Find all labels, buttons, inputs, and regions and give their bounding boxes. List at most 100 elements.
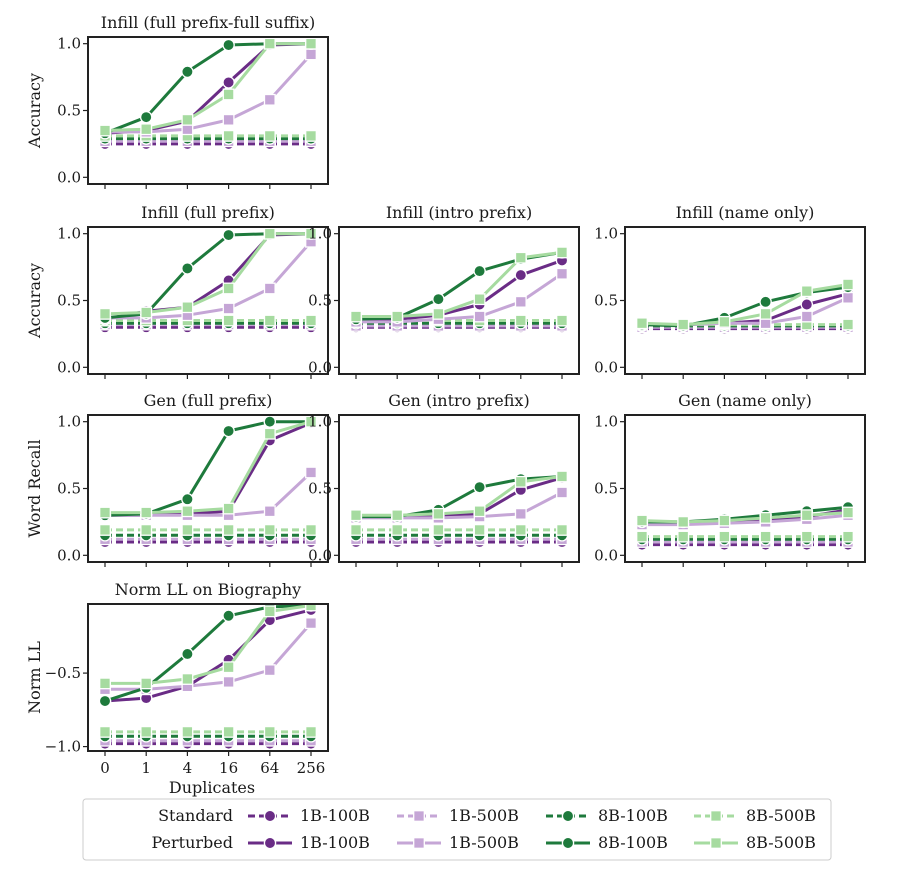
point-perturbed-1b-500b bbox=[514, 295, 527, 308]
panel-title: Gen (intro prefix) bbox=[388, 391, 529, 410]
panel-norm-ll-on-biography: Norm LL on Biography −0.5 −1.0 0 1 4 16 64 256 No… bbox=[25, 580, 329, 777]
point-perturbed-8b-500b bbox=[636, 514, 648, 527]
point-standard-8b-500b bbox=[181, 523, 194, 536]
point-standard-8b-500b bbox=[305, 129, 317, 142]
plot-frame bbox=[87, 603, 329, 752]
series-line-perturbed-8b-500b bbox=[641, 283, 849, 327]
legend-series-label: 1B-100B bbox=[300, 806, 370, 825]
y-tick-label: 0.0 bbox=[308, 358, 332, 376]
legend-series-label: 8B-100B bbox=[598, 806, 668, 825]
point-standard-8b-500b bbox=[305, 523, 317, 536]
point-perturbed-8b-500b bbox=[140, 677, 153, 690]
point-perturbed-8b-500b bbox=[718, 514, 731, 527]
legend-series-label: 8B-500B bbox=[746, 806, 816, 825]
x-tick-label: 4 bbox=[183, 759, 193, 777]
panels: Infill (full prefix-full suffix) 0.0 0.5 1.… bbox=[25, 13, 866, 777]
point-standard-8b-500b bbox=[556, 523, 568, 536]
panel-infill-name-only: Infill (name only) 0.0 0.5 1.0 bbox=[594, 203, 866, 379]
legend-series-label: 1B-500B bbox=[449, 833, 519, 852]
plot-area bbox=[98, 37, 318, 151]
point-perturbed-8b-500b bbox=[263, 427, 276, 440]
panel-title: Infill (name only) bbox=[676, 203, 815, 222]
y-tick-label: 0.0 bbox=[57, 168, 81, 186]
point-perturbed-8b-500b bbox=[842, 278, 854, 291]
point-perturbed-8b-500b bbox=[222, 88, 235, 101]
plot-area bbox=[349, 246, 569, 334]
series-line-perturbed-1b-100b bbox=[104, 608, 312, 703]
point-standard-8b-500b bbox=[514, 314, 527, 327]
point-perturbed-8b-100b bbox=[222, 609, 235, 623]
point-standard-8b-500b bbox=[222, 725, 235, 738]
point-perturbed-8b-500b bbox=[181, 113, 194, 126]
point-perturbed-8b-500b bbox=[800, 285, 813, 298]
point-standard-8b-500b bbox=[99, 725, 111, 738]
point-perturbed-8b-100b bbox=[432, 292, 445, 306]
point-perturbed-8b-100b bbox=[139, 110, 153, 124]
point-standard-8b-500b bbox=[222, 129, 235, 142]
point-perturbed-1b-500b bbox=[800, 310, 813, 323]
point-perturbed-8b-500b bbox=[263, 37, 276, 50]
y-tick-label: 1.0 bbox=[57, 225, 81, 243]
point-perturbed-1b-500b bbox=[222, 675, 235, 688]
plot-frame bbox=[624, 226, 866, 375]
y-tick-label: 0.5 bbox=[57, 292, 81, 310]
point-perturbed-1b-500b bbox=[263, 93, 276, 106]
point-perturbed-1b-500b bbox=[556, 267, 568, 280]
y-tick-label: 0.5 bbox=[594, 480, 618, 498]
point-standard-8b-500b bbox=[181, 725, 194, 738]
y-axis-label: Accuracy bbox=[25, 263, 44, 339]
point-perturbed-8b-500b bbox=[556, 246, 568, 259]
point-perturbed-8b-500b bbox=[181, 673, 194, 685]
series-line-perturbed-1b-500b bbox=[642, 513, 849, 527]
point-standard-8b-500b bbox=[718, 530, 731, 543]
y-tick-label: −1.0 bbox=[45, 738, 81, 756]
x-tick-label: 64 bbox=[260, 759, 279, 777]
panel-title: Infill (full prefix-full suffix) bbox=[101, 13, 315, 32]
legend: Standard 1B-100B 1B-500B 8B-100B 8B-500B Pert… bbox=[82, 798, 832, 861]
y-axis-label: Word Recall bbox=[25, 439, 44, 537]
y-tick-label: 0.0 bbox=[57, 358, 81, 376]
point-standard-8b-500b bbox=[305, 725, 317, 738]
series-line-perturbed-8b-100b bbox=[356, 475, 563, 519]
legend-row-label: Standard bbox=[158, 806, 233, 825]
point-standard-8b-500b bbox=[305, 314, 317, 327]
series-line-perturbed-8b-500b bbox=[104, 232, 311, 316]
point-perturbed-8b-500b bbox=[222, 502, 235, 515]
point-perturbed-8b-500b bbox=[181, 505, 194, 518]
panel-gen-intro-prefix: Gen (intro prefix) 0.0 0.5 1.0 bbox=[308, 391, 580, 567]
y-tick-label: 1.0 bbox=[308, 413, 332, 431]
point-perturbed-8b-500b bbox=[263, 605, 276, 618]
point-standard-8b-500b bbox=[556, 314, 568, 327]
x-axis-label: Duplicates bbox=[169, 778, 255, 797]
legend-row-label: Perturbed bbox=[152, 833, 234, 852]
panel-title: Gen (name only) bbox=[678, 391, 812, 410]
point-standard-8b-500b bbox=[99, 523, 111, 536]
point-standard-8b-500b bbox=[263, 523, 276, 536]
y-tick-label: 0.0 bbox=[308, 546, 332, 564]
point-perturbed-8b-500b bbox=[350, 310, 362, 323]
series-line-perturbed-8b-500b bbox=[104, 42, 311, 132]
plot-frame bbox=[87, 414, 329, 563]
point-perturbed-8b-500b bbox=[677, 515, 690, 528]
point-perturbed-8b-500b bbox=[759, 511, 772, 524]
y-tick-label: 0.0 bbox=[594, 546, 618, 564]
point-standard-8b-500b bbox=[263, 129, 276, 142]
point-perturbed-1b-500b bbox=[263, 505, 276, 518]
point-perturbed-1b-500b bbox=[473, 310, 486, 323]
point-standard-8b-500b bbox=[677, 530, 690, 543]
point-perturbed-8b-500b bbox=[222, 661, 235, 674]
y-tick-label: 0.5 bbox=[57, 102, 81, 120]
panel-title: Gen (full prefix) bbox=[144, 391, 273, 410]
plot-frame bbox=[624, 414, 866, 563]
point-perturbed-8b-500b bbox=[99, 677, 111, 690]
point-perturbed-1b-500b bbox=[842, 291, 854, 304]
point-standard-8b-500b bbox=[222, 523, 235, 536]
panel-title: Norm LL on Biography bbox=[115, 580, 301, 599]
x-tick-label: 256 bbox=[297, 759, 326, 777]
series-line-perturbed-8b-500b bbox=[105, 420, 312, 515]
point-perturbed-8b-500b bbox=[514, 475, 527, 488]
y-tick-label: 0.0 bbox=[57, 546, 81, 564]
point-perturbed-8b-500b bbox=[305, 604, 317, 612]
point-perturbed-8b-500b bbox=[473, 505, 486, 518]
point-perturbed-8b-500b bbox=[432, 507, 445, 520]
